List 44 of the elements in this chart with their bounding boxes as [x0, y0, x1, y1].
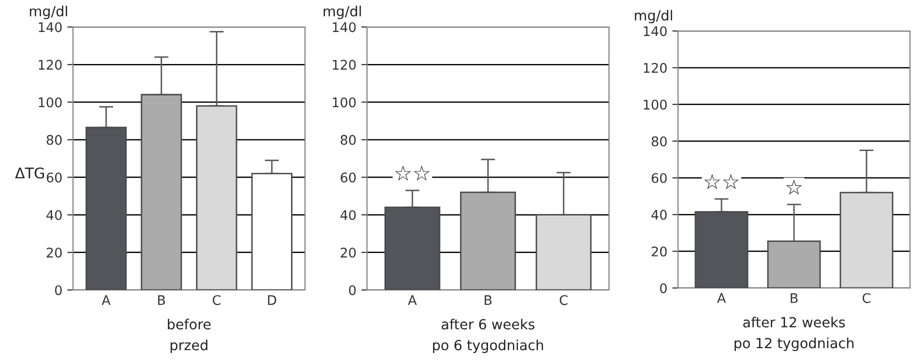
y-axis-title: ΔTG	[15, 167, 44, 179]
annotation: ☆☆	[704, 174, 739, 190]
y-tick-label: 60	[340, 172, 356, 182]
x-axis-title: after 12 weeks po 12 tygodniach	[734, 316, 854, 352]
y-tick-label: 120	[644, 62, 667, 73]
y-tick-label: 40	[340, 210, 356, 220]
y-tick-label: 140	[332, 22, 356, 32]
x-tick-label: C	[862, 293, 870, 304]
x-tick-label: B	[790, 293, 798, 303]
y-tick-label: 120	[38, 60, 62, 70]
y-tick-label: 20	[652, 246, 667, 256]
y-tick-label: 0	[55, 285, 62, 296]
y-tick-label: 120	[332, 60, 356, 70]
x-tick-label: D	[268, 295, 276, 305]
x-axis-title: before przed	[168, 318, 211, 354]
y-tick-label: 80	[340, 134, 356, 145]
y-tick-label: 80	[652, 136, 667, 146]
x-axis-title: after 6 weeks po 6 tygodniach	[433, 318, 544, 354]
y-tick-label: 20	[46, 248, 62, 258]
annotation: ☆	[786, 180, 802, 195]
y-tick-label: 60	[46, 172, 62, 182]
y-tick-label: 40	[651, 210, 667, 220]
y-tick-label: 20	[340, 248, 356, 258]
y-tick-label: 0	[349, 285, 356, 296]
x-tick-label: A	[102, 295, 111, 305]
text: mg/dl	[30, 6, 68, 20]
y-tick-label: 100	[332, 97, 356, 108]
y-tick-label: 40	[46, 210, 62, 220]
x-tick-label: C	[560, 295, 568, 306]
x-tick-label: B	[158, 295, 165, 305]
x-tick-label: A	[717, 293, 726, 303]
y-tick-label: 140	[38, 22, 62, 32]
y-tick-label: 80	[46, 134, 62, 145]
y-tick-label: 100	[38, 97, 62, 108]
x-tick-label: C	[212, 295, 221, 306]
y-tick-label: 100	[644, 100, 667, 110]
text: mg/dl	[324, 6, 361, 20]
x-tick-label: B	[484, 295, 492, 305]
y-tick-label: 0	[660, 283, 667, 294]
x-tick-label: A	[408, 295, 417, 305]
y-tick-label: 140	[644, 26, 667, 36]
y-tick-label: 60	[652, 173, 667, 184]
text: mg/dl	[634, 10, 672, 24]
annotation: ☆☆	[395, 165, 430, 181]
